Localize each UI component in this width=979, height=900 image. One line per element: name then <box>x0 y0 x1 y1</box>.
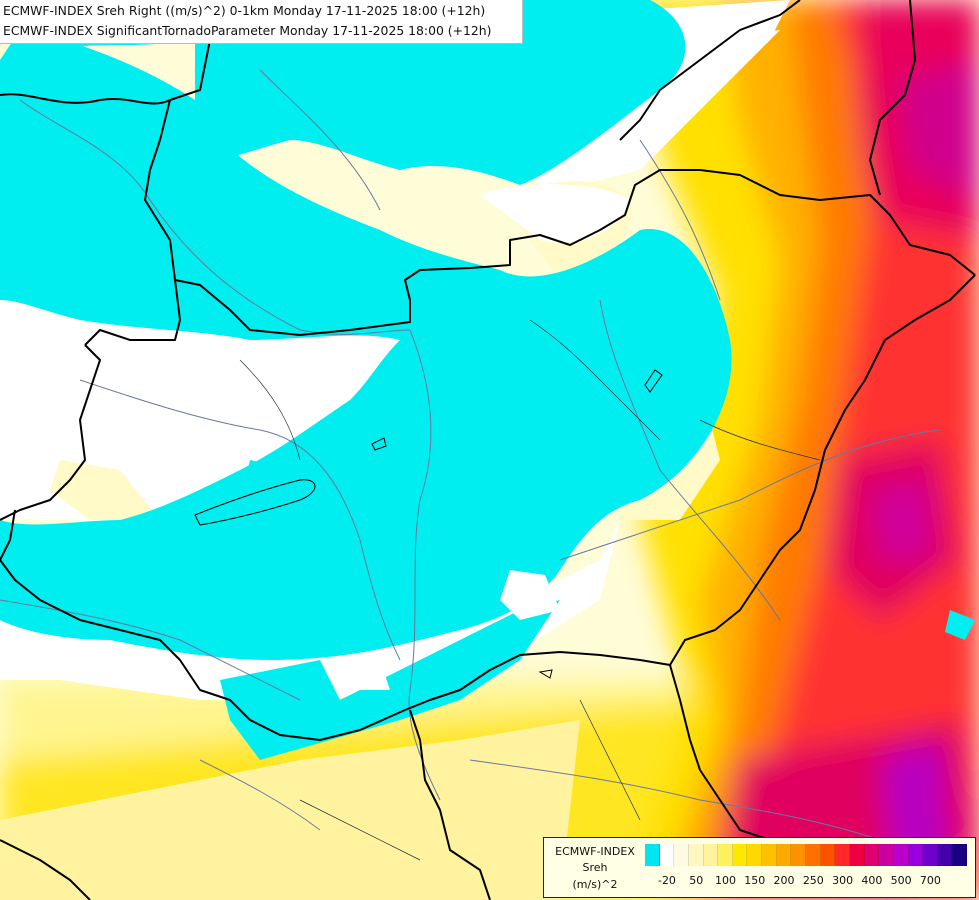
legend-swatch <box>952 844 968 866</box>
legend-tick-label: 150 <box>744 874 766 887</box>
legend-swatch <box>923 844 938 866</box>
rivers <box>0 69 941 841</box>
legend-swatch <box>747 844 763 866</box>
legend-tick-label: 400 <box>861 874 883 887</box>
legend-swatch <box>776 844 792 866</box>
legend-swatch <box>718 844 733 866</box>
lakes <box>194 369 663 679</box>
legend-swatch <box>835 844 850 866</box>
legend-tick-label: 300 <box>832 874 854 887</box>
map-title-sreh: ECMWF-INDEX Sreh Right ((m/s)^2) 0-1km M… <box>3 3 486 18</box>
legend-swatch <box>893 844 909 866</box>
legend-color-scale <box>645 844 968 866</box>
legend-swatch <box>879 844 894 866</box>
color-legend: ECMWF-INDEX Sreh (m/s)^2 -20 50 100 150 200 2… <box>543 837 976 898</box>
legend-swatch <box>703 844 719 866</box>
regional-borders <box>239 319 821 861</box>
neutral-patches <box>330 184 975 690</box>
legend-product: ECMWF-INDEX <box>555 845 635 858</box>
map-title-box: ECMWF-INDEX Sreh Right ((m/s)^2) 0-1km M… <box>0 0 523 44</box>
legend-tick-label: 200 <box>773 874 795 887</box>
legend-tick-labels: -20 50 100 150 200 250 300 400 500 700 <box>645 874 967 890</box>
legend-swatch <box>659 844 675 866</box>
legend-swatch <box>806 844 821 866</box>
legend-tick-label: 700 <box>919 874 941 887</box>
legend-swatch <box>732 844 748 866</box>
legend-swatch <box>674 844 689 866</box>
legend-unit: (m/s)^2 <box>572 878 618 891</box>
legend-tick-label: 250 <box>802 874 824 887</box>
legend-swatch <box>849 844 865 866</box>
legend-swatch <box>908 844 924 866</box>
legend-swatch <box>791 844 807 866</box>
map-title-stp: ECMWF-INDEX SignificantTornadoParameter … <box>3 23 492 38</box>
legend-parameter: Sreh <box>582 861 608 874</box>
legend-swatch <box>820 844 836 866</box>
legend-tick-label: 50 <box>689 874 704 887</box>
legend-swatch <box>645 844 660 866</box>
legend-tick-label: 100 <box>715 874 736 887</box>
legend-swatch <box>688 844 704 866</box>
legend-swatch <box>762 844 777 866</box>
legend-swatch <box>937 844 953 866</box>
legend-tick-label: 500 <box>890 874 912 887</box>
legend-tick-label: -20 <box>657 874 676 887</box>
legend-swatch <box>864 844 880 866</box>
